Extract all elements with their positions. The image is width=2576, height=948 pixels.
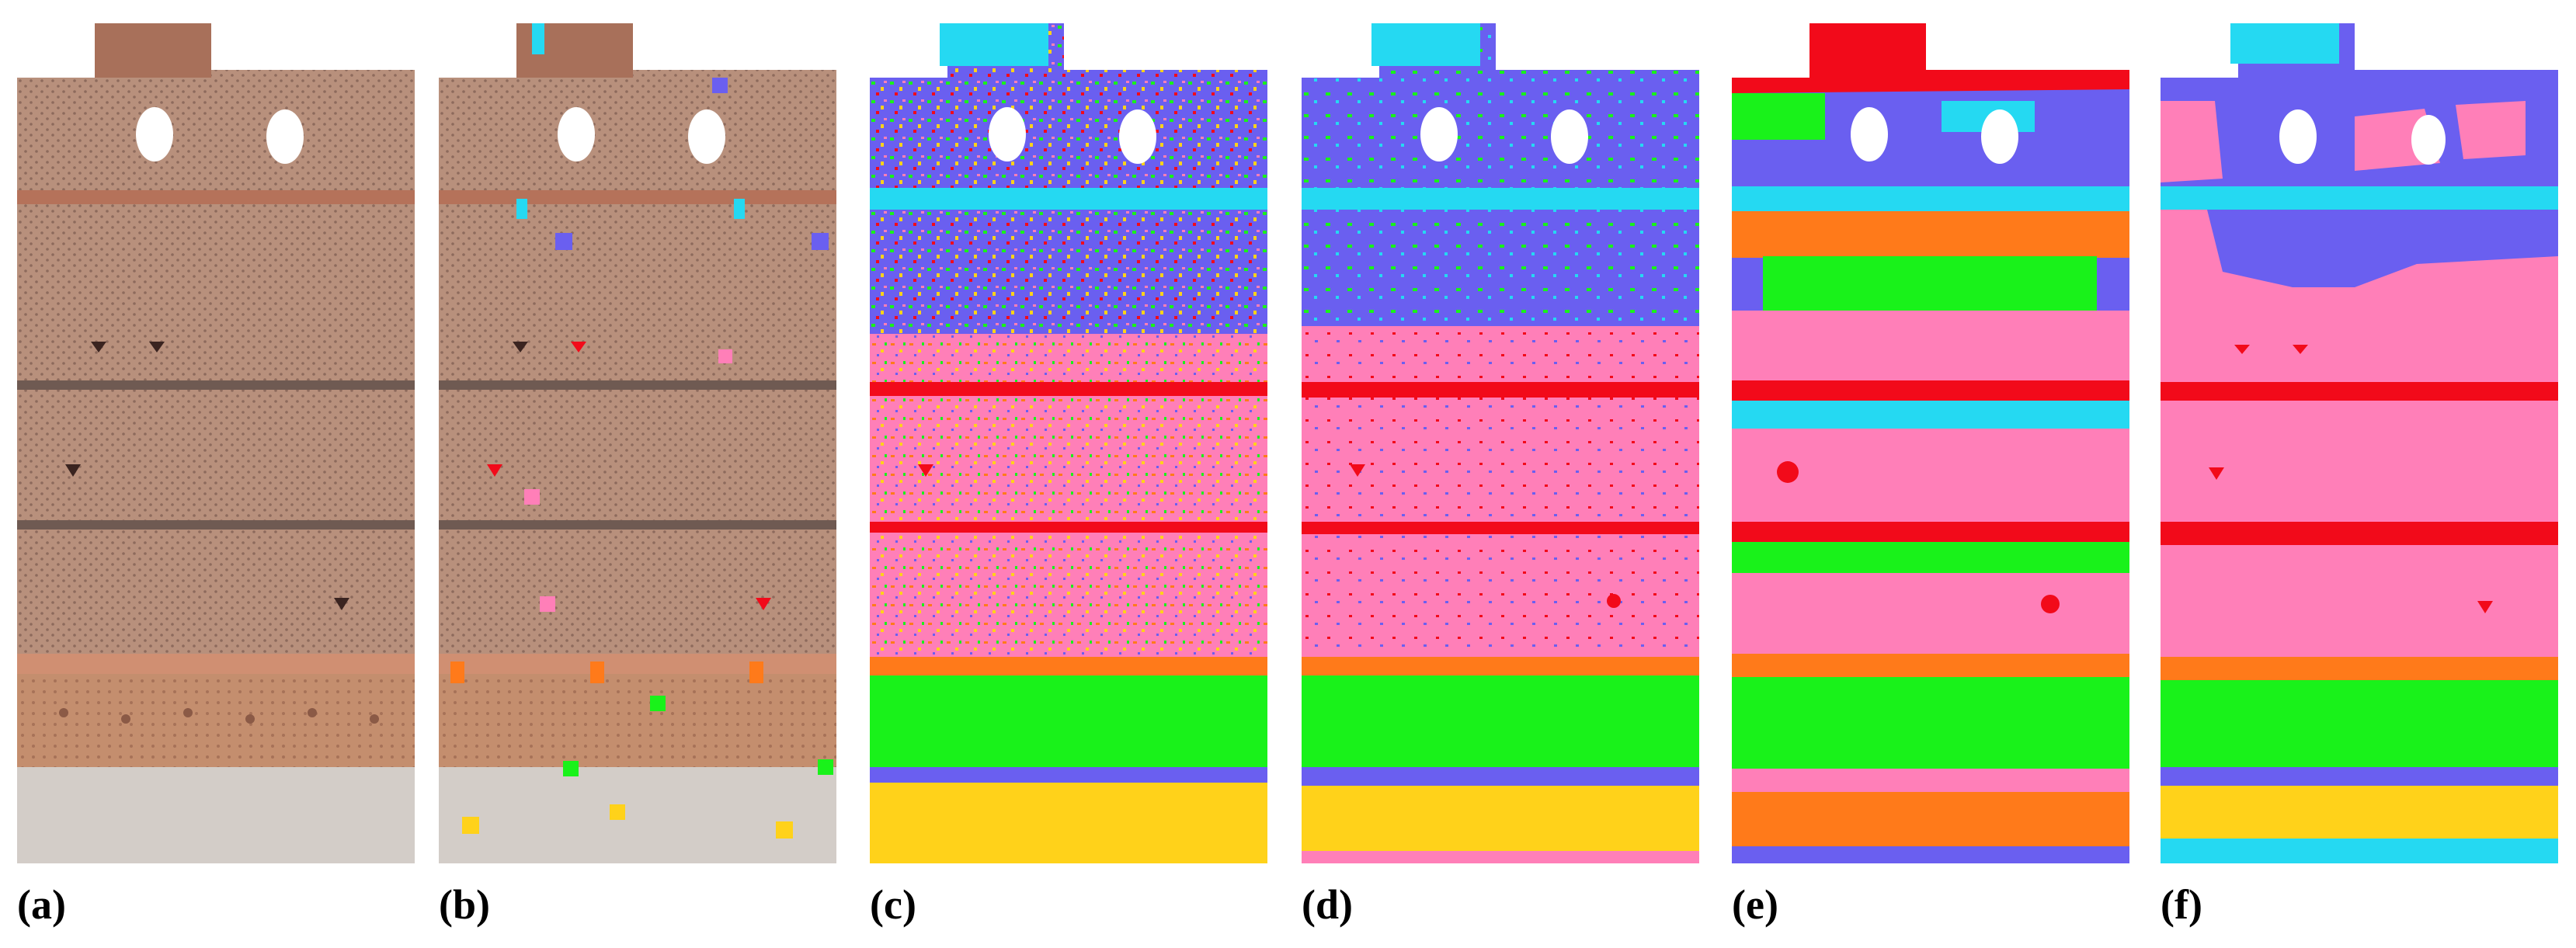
classification-map-c (870, 23, 1267, 863)
panel-e-classification (1732, 23, 2129, 863)
panel-a-photo (17, 23, 415, 863)
caption-e: (e) (1732, 881, 1778, 928)
caption-b: (b) (439, 881, 490, 928)
panel-b-photo-samples (439, 23, 836, 863)
classification-map-e (1732, 23, 2129, 863)
panel-c-classification (870, 23, 1267, 863)
panel-d-classification (1302, 23, 1699, 863)
caption-f: (f) (2161, 881, 2202, 928)
wall-photo-samples (439, 23, 836, 863)
classification-map-d (1302, 23, 1699, 863)
caption-c: (c) (870, 881, 916, 928)
caption-a: (a) (17, 881, 66, 928)
wall-photo (17, 23, 415, 863)
caption-d: (d) (1302, 881, 1353, 928)
panel-f-classification (2161, 23, 2558, 863)
classification-map-f (2161, 23, 2558, 863)
